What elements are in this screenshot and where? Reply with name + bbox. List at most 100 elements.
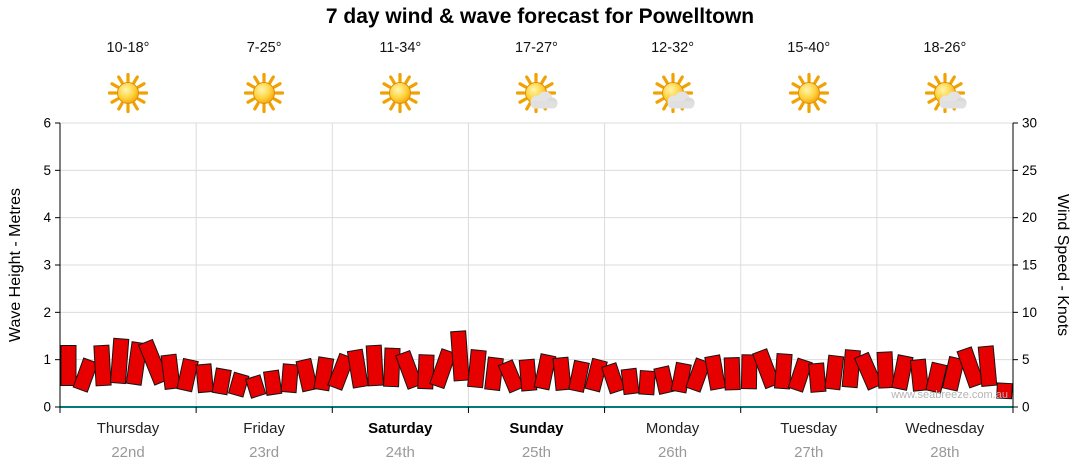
day-date: 23rd [249,444,280,461]
right-tick-label: 30 [1022,116,1037,131]
wind-barb [723,357,741,391]
wind-barb [568,359,590,393]
partly-cloudy-icon [924,72,967,114]
day-date: 27th [794,444,824,461]
day-name: Monday [645,420,700,437]
right-tick-label: 25 [1022,163,1037,178]
wind-barb [891,354,914,391]
wind-barb [620,367,640,396]
wind-barb [244,374,267,399]
wind-barb [518,358,538,392]
wind-barb [996,382,1013,400]
day-name: Saturday [368,420,433,437]
wind-barb [211,367,232,396]
wind-barb [925,361,948,394]
day-name: Wednesday [905,420,985,437]
wind-barb [176,357,199,393]
wind-barb [876,351,895,389]
wind-barb [137,338,170,386]
wind-barb [853,351,883,391]
watermark: www.seabreeze.com.au [890,389,1008,401]
wind-barb [773,352,793,390]
sunny-icon [244,72,285,114]
wind-barb [584,357,608,393]
temp-range: 10-18° [106,40,150,56]
wind-barb [533,353,557,391]
wind-barb [395,349,423,390]
wind-barb [72,357,99,393]
wind-barb [685,357,712,393]
weather-icon-slot [60,70,196,121]
partly-cloudy-icon [516,72,558,114]
wind-barb [327,352,355,391]
wind-barb [109,337,130,385]
weather-icon-slot [877,70,1013,121]
weather-icon-slot [468,70,604,121]
right-tick-label: 15 [1022,258,1037,273]
wind-barb [977,345,998,387]
temp-range: 18-26° [923,40,967,56]
wind-barb [941,355,965,392]
wind-barb [600,362,626,395]
weather-icon-slot [332,70,468,121]
day-name: Sunday [509,420,564,437]
right-tick-label: 10 [1022,305,1037,320]
wind-barb [346,348,369,389]
wind-barb [653,365,675,395]
wind-barb [295,357,319,393]
partly-cloudy-icon [652,72,695,114]
day-name: Friday [243,420,285,437]
temp-range: 15-40° [787,40,831,56]
temp-range: 17-27° [514,40,558,56]
wind-barb [93,344,112,387]
left-tick-label: 4 [43,210,51,225]
wind-barb [787,357,813,393]
day-date: 24th [385,444,415,461]
wind-series [60,330,1013,400]
wind-barb [263,369,283,396]
temp-range: 11-34° [379,40,422,56]
day-date: 26th [657,444,688,461]
wind-barb [160,353,181,391]
day-date: 25th [521,444,552,461]
day-name: Tuesday [780,420,838,437]
wind-barb [450,330,470,382]
left-tick-label: 2 [43,305,51,320]
right-tick-label: 0 [1022,400,1030,415]
wind-barb [195,363,214,394]
sunny-icon [380,72,421,114]
day-date: 22nd [111,444,145,461]
chart-title: 7 day wind & wave forecast for Powelltow… [325,5,755,28]
wind-barb [227,371,250,398]
right-axis-label: Wind Speed - Knots [1054,193,1071,337]
day-date: 28th [930,444,960,461]
weather-icon-slot [605,70,741,121]
left-axis-label: Wave Height - Metres [7,187,24,343]
sunny-icon [107,72,149,114]
wind-barb [956,346,985,389]
day-name: Thursday [96,420,160,437]
wind-barb [365,344,384,387]
wind-barb [909,358,929,392]
left-tick-label: 6 [43,116,51,131]
left-tick-label: 5 [43,163,51,178]
right-tick-label: 5 [1022,352,1030,367]
weather-icon-slot [741,70,877,121]
wind-barb [484,356,504,392]
right-tick-label: 20 [1022,210,1037,225]
wind-barb [497,359,525,394]
wind-barb [808,362,827,393]
wind-barb [841,349,861,389]
wind-barb [383,347,401,388]
temp-range: 7-25° [246,40,282,56]
wind-barb [429,348,457,390]
sunny-icon [788,72,829,114]
left-tick-label: 3 [43,258,51,273]
temp-range: 12-32° [651,40,694,56]
weather-icon-slot [196,70,332,121]
wind-barb [740,354,758,390]
wind-barb [638,369,656,396]
wind-barb [824,354,845,391]
